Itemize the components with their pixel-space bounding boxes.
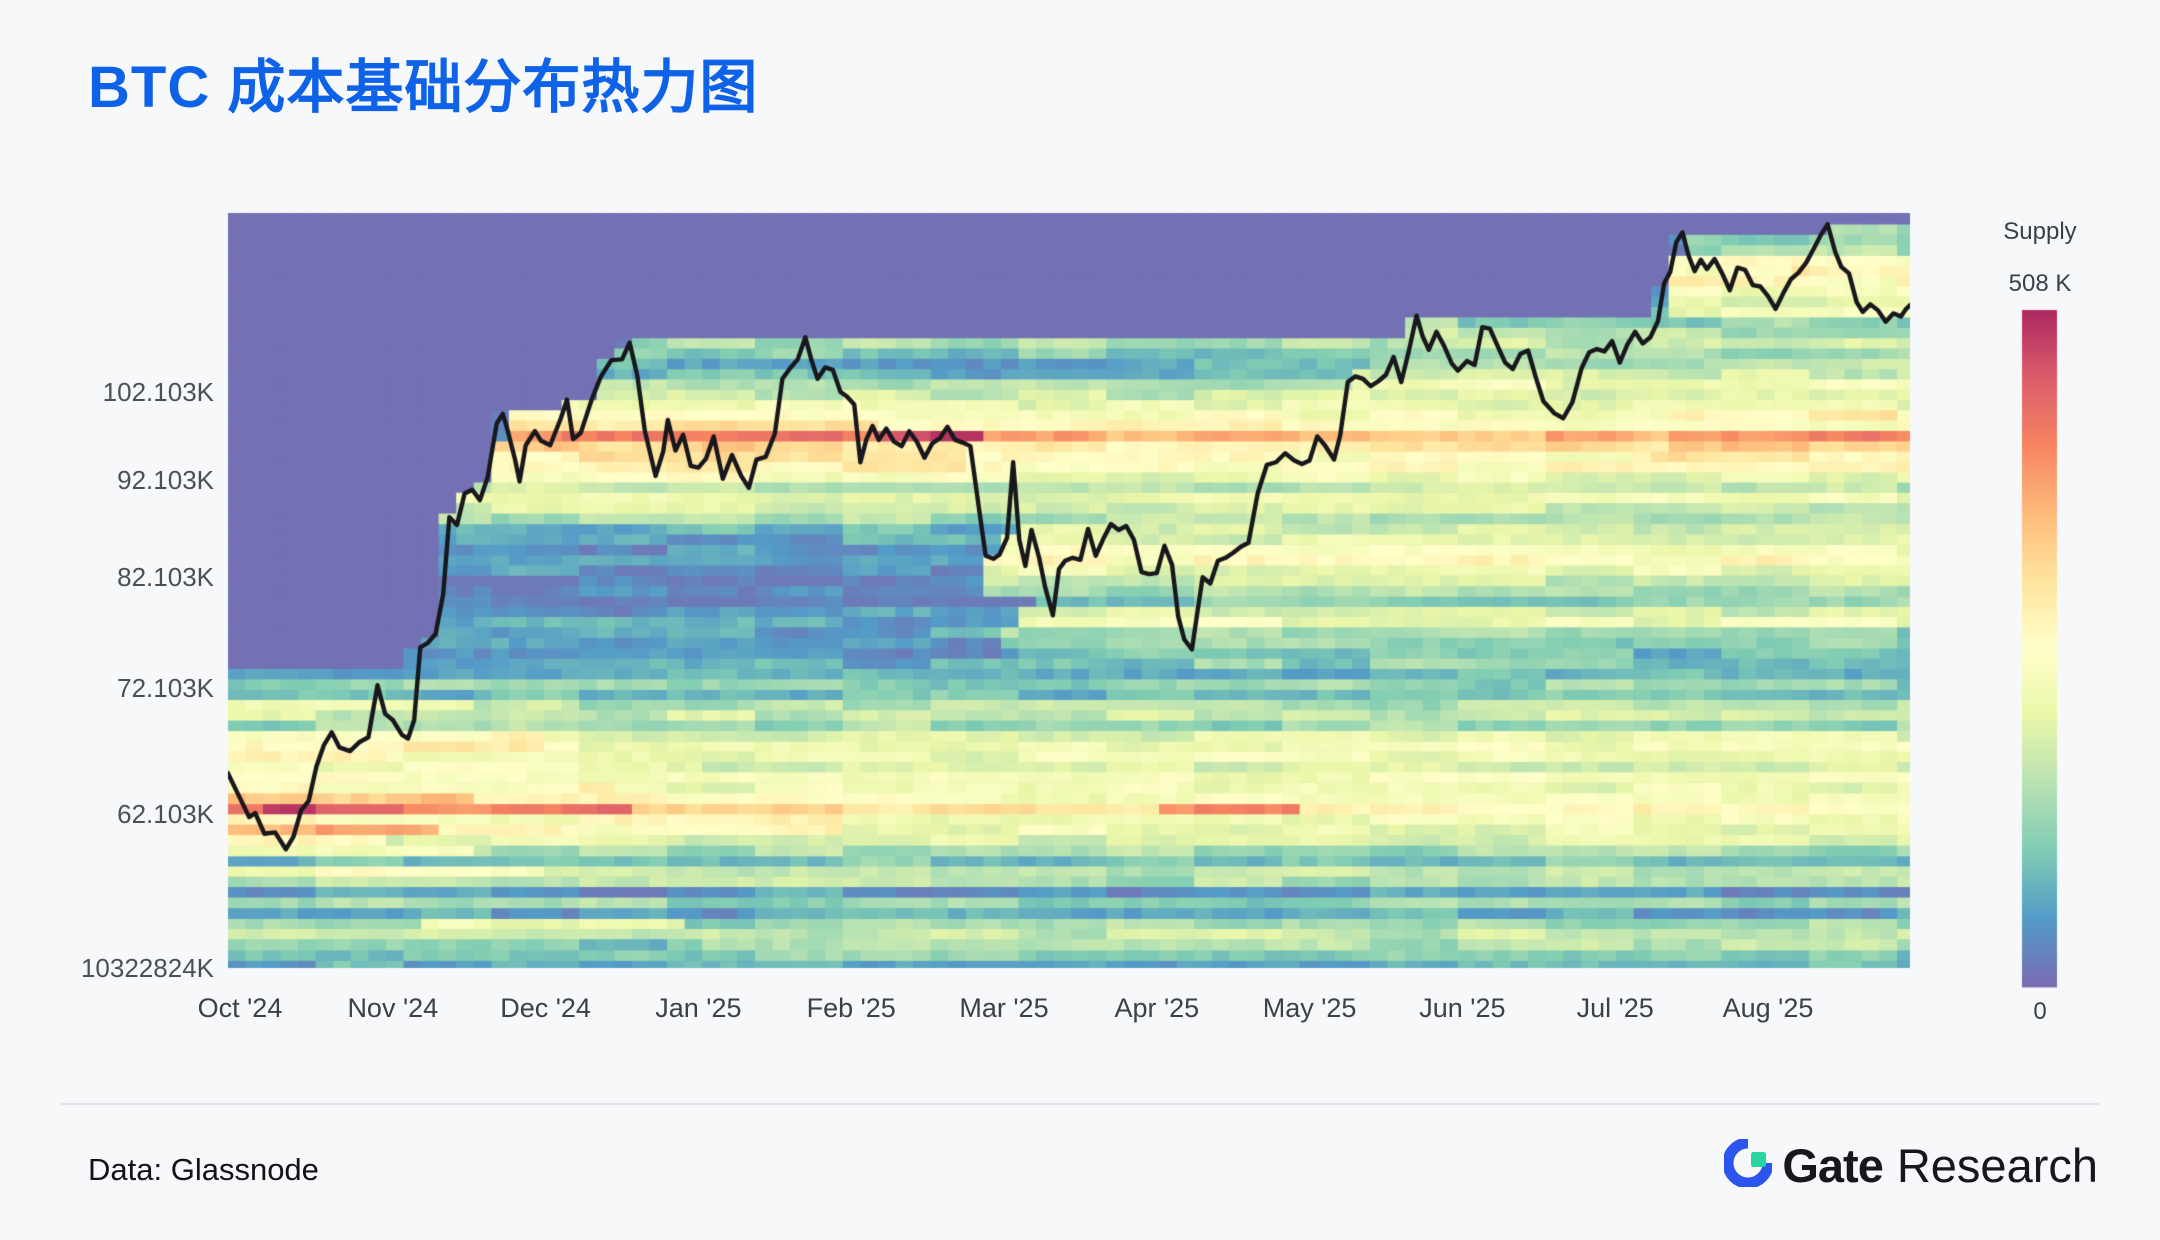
colorbar-max-label: 508 K <box>2008 270 2072 297</box>
y-tick-label: 62.103K <box>117 799 214 830</box>
y-tick-label: 92.103K <box>117 464 214 495</box>
x-tick-label: May '25 <box>1262 993 1357 1023</box>
gate-research-logo: Gate Research <box>1722 1137 2098 1193</box>
x-tick-label: Aug '25 <box>1722 993 1814 1023</box>
x-tick-label: Mar '25 <box>959 993 1049 1023</box>
x-tick-label: Nov '24 <box>347 993 439 1023</box>
x-tick-label: Jul '25 <box>1576 993 1654 1023</box>
x-tick-label: Dec '24 <box>500 993 591 1023</box>
brand-name: Gate <box>1782 1139 1883 1192</box>
x-tick-label: Jan '25 <box>655 993 742 1023</box>
page-title: BTC 成本基础分布热力图 <box>88 55 759 120</box>
gate-logo-icon <box>1722 1137 1774 1192</box>
brand-suffix: Research <box>1896 1139 2098 1192</box>
data-source-label: Data: Glassnode <box>88 1152 319 1187</box>
colorbar-min-label: 0 <box>2033 998 2047 1025</box>
y-tick-label: 72.103K <box>117 672 214 703</box>
x-tick-label: Jun '25 <box>1419 993 1506 1023</box>
colorbar-title: Supply <box>2003 218 2077 245</box>
x-tick-label: Oct '24 <box>197 993 283 1023</box>
x-tick-label: Apr '25 <box>1114 993 1200 1023</box>
y-tick-label: 82.103K <box>117 562 214 593</box>
y-tick-label: 10322824K <box>80 952 214 983</box>
x-tick-label: Feb '25 <box>806 993 896 1023</box>
y-tick-label: 102.103K <box>102 377 214 407</box>
footer-divider <box>60 1103 2100 1105</box>
